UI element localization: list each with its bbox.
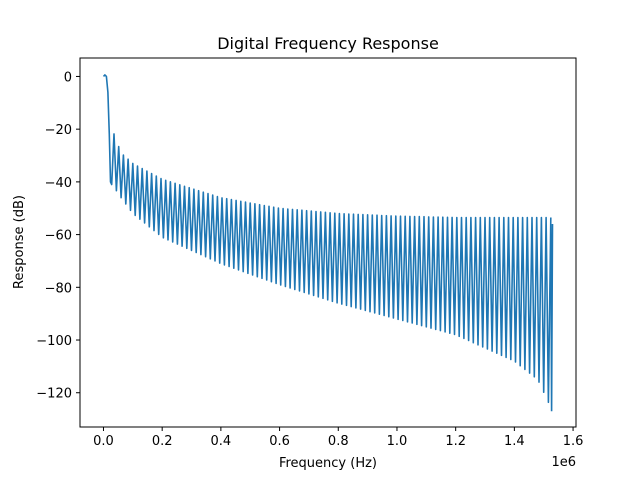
x-tick-label: 0.0: [93, 434, 114, 449]
y-tick-label: −120: [36, 387, 72, 402]
axes-frame: [79, 57, 577, 428]
x-axis-label: Frequency (Hz): [279, 456, 377, 471]
x-tick-label: 1.4: [504, 434, 525, 449]
y-tick-label: −40: [45, 176, 72, 191]
y-tick-label: −20: [45, 123, 72, 138]
x-tick-label: 0.8: [328, 434, 349, 449]
x-axis: 0.0 0.2 0.4 0.6 0.8 1.0 1.2 1.4 1.6: [93, 427, 583, 449]
x-tick-label: 1.6: [563, 434, 584, 449]
y-tick-label: −60: [45, 229, 72, 244]
x-tick-label: 0.4: [211, 434, 232, 449]
plot-area: [102, 74, 554, 412]
x-tick-label: 1.0: [387, 434, 408, 449]
x-tick-label: 0.6: [269, 434, 290, 449]
x-tick-label: 0.2: [152, 434, 173, 449]
y-axis: 0 −20 −40 −60 −80 −100 −120: [36, 70, 80, 402]
x-tick-label: 1.2: [445, 434, 466, 449]
series-line: [102, 74, 552, 404]
chart-title: Digital Frequency Response: [217, 34, 439, 53]
series-last-trough: [550, 223, 554, 412]
y-tick-label: −100: [36, 334, 72, 349]
x-axis-offset-text: 1e6: [551, 455, 576, 470]
y-tick-label: 0: [64, 70, 72, 85]
y-axis-label: Response (dB): [12, 195, 27, 289]
y-tick-label: −80: [45, 281, 72, 296]
